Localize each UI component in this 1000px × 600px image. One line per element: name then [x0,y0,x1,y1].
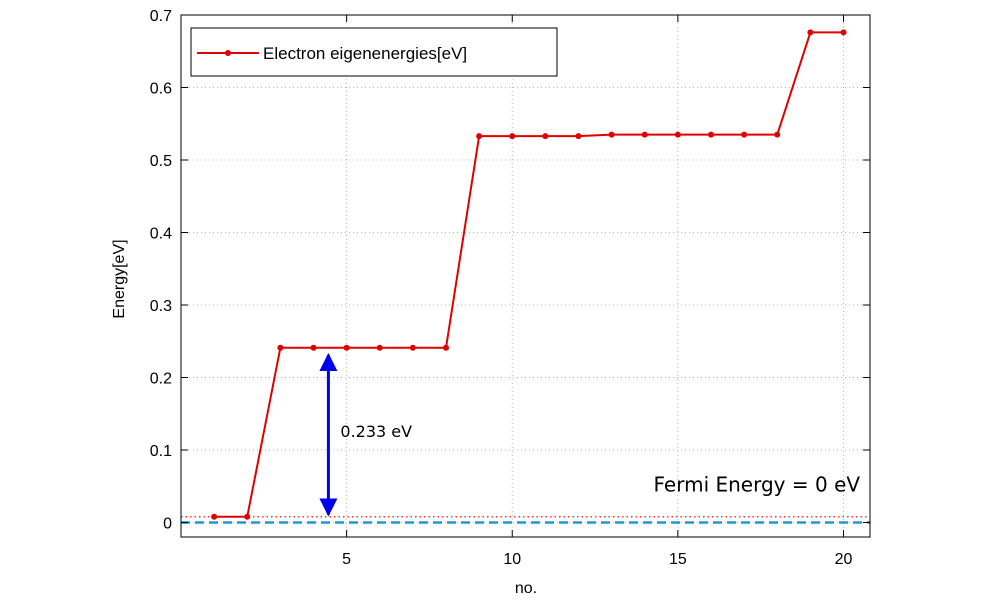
data-point [641,131,648,138]
y-tick-label: 0.7 [150,8,172,25]
y-tick-label: 0.5 [150,153,172,170]
annotations: 0.233 eV Fermi Energy = 0 eV [319,352,861,517]
x-tick-label: 20 [835,551,853,568]
plot-frame [180,14,871,538]
x-tick-label: 5 [342,551,351,568]
data-point [376,344,383,351]
data-point [509,133,516,140]
x-axis-label: no. [515,580,537,597]
data-point [774,131,781,138]
data-point [542,133,549,140]
reference-lines [181,515,870,524]
y-axis-label: Energy[eV] [111,239,128,318]
energy-gap-label: 0.233 eV [340,422,412,441]
data-point [476,133,483,140]
y-tick-label: 0 [163,516,172,533]
fermi-energy-label: Fermi Energy = 0 eV [654,472,861,496]
data-point [244,513,251,520]
legend-marker-swatch [225,50,231,56]
data-point [674,131,681,138]
data-point [608,131,615,138]
data-point [708,131,714,138]
data-point [277,344,284,351]
series-layer [211,29,847,520]
data-point [840,29,847,36]
y-tick-label: 0.1 [150,443,172,460]
data-point [211,513,218,520]
y-tick-label: 0.6 [150,81,172,98]
series-line [214,31,844,518]
data-point [443,344,449,351]
data-point [343,344,350,351]
axis-ticks: 5 10 15 20 0 0.1 0.2 0.3 0.4 0.5 0.6 0.7 [150,8,870,568]
y-tick-label: 0.4 [150,226,172,243]
x-tick-label: 15 [669,551,687,568]
y-tick-label: 0.2 [150,371,172,388]
legend: Electron eigenenergies[eV] [190,27,558,77]
data-point [575,133,582,140]
x-tick-label: 10 [503,551,521,568]
data-point [807,29,814,36]
legend-label: Electron eigenenergies[eV] [263,44,467,63]
grid [181,14,870,537]
data-point [741,131,748,138]
y-tick-label: 0.3 [150,298,172,315]
data-point [310,344,317,351]
data-point [409,344,416,351]
